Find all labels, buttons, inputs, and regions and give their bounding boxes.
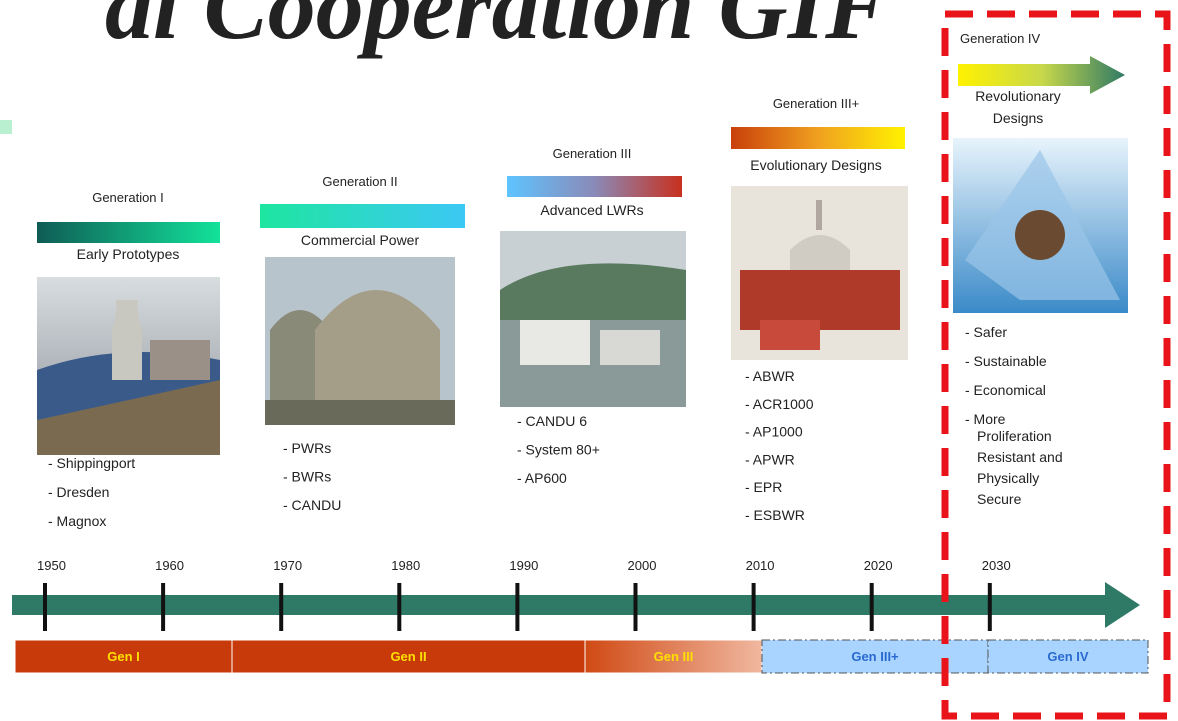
bullet: - AP600: [517, 470, 567, 486]
generation-subtitle: Evolutionary Designs: [750, 157, 882, 173]
bullet: - ESBWR: [745, 507, 805, 523]
decoration: [0, 120, 12, 134]
bullet: - Economical: [965, 382, 1046, 398]
year-label: 2020: [864, 558, 893, 573]
bullet: - Shippingport: [48, 455, 135, 471]
bullet-continuation: Secure: [977, 491, 1022, 507]
bullet: - BWRs: [283, 469, 331, 485]
generation-subtitle: Advanced LWRs: [540, 202, 643, 218]
plant-image: [953, 138, 1128, 313]
bullet-continuation: Physically: [977, 470, 1039, 486]
year-label: 2010: [746, 558, 775, 573]
bullet-continuation: Proliferation: [977, 428, 1052, 444]
year-label: 2000: [628, 558, 657, 573]
era-label: Gen III: [654, 649, 694, 664]
spacer: [1, 1, 2, 2]
bullet: - Sustainable: [965, 353, 1047, 369]
generation-bar: [731, 127, 905, 149]
year-tick: [397, 583, 401, 631]
year-label: 1990: [509, 558, 538, 573]
era-label: Gen II: [390, 649, 426, 664]
year-label: 1970: [273, 558, 302, 573]
bullet: - CANDU: [283, 497, 341, 513]
year-tick: [515, 583, 519, 631]
year-label: 1980: [391, 558, 420, 573]
year-tick: [988, 583, 992, 631]
year-label: 1950: [37, 558, 66, 573]
generation-label: Generation III+: [773, 96, 859, 111]
generation-label: Generation IV: [960, 31, 1041, 46]
bullet: - ABWR: [745, 368, 795, 384]
generation-bar: [260, 204, 465, 228]
generation-subtitle: Designs: [993, 110, 1044, 126]
bullet: - CANDU 6: [517, 413, 587, 429]
bullet: - AP1000: [745, 424, 803, 440]
generation-bar: [507, 176, 682, 197]
era-label: Gen IV: [1047, 649, 1089, 664]
generation-label: Generation III: [553, 146, 632, 161]
bullet: - Safer: [965, 324, 1007, 340]
title: al Cooperation GIF: [105, 0, 889, 59]
year-label: 2030: [982, 558, 1011, 573]
year-tick: [634, 583, 638, 631]
year-tick: [279, 583, 283, 631]
generation-subtitle: Revolutionary: [975, 88, 1061, 104]
generation-label: Generation I: [92, 190, 164, 205]
bullet: - EPR: [745, 479, 782, 495]
plant-image: [731, 186, 908, 360]
plant-image: [37, 277, 220, 455]
bullet: - Dresden: [48, 484, 109, 500]
plant-image: [500, 231, 686, 407]
era-label: Gen I: [107, 649, 140, 664]
bullet-continuation: Resistant and: [977, 449, 1063, 465]
year-tick: [752, 583, 756, 631]
year-label: 1960: [155, 558, 184, 573]
year-tick: [43, 583, 47, 631]
timeline-arrowhead: [1105, 582, 1140, 628]
bullet: - System 80+: [517, 442, 600, 458]
bullet: - Magnox: [48, 513, 106, 529]
bullet: - More: [965, 411, 1006, 427]
slide: al Cooperation GIF Generation I Early Pro…: [0, 0, 1178, 721]
year-tick: [161, 583, 165, 631]
era-label: Gen III+: [851, 649, 899, 664]
generation-label: Generation II: [322, 174, 397, 189]
generation-subtitle: Early Prototypes: [77, 246, 180, 262]
bullet: - ACR1000: [745, 396, 814, 412]
generation-subtitle: Commercial Power: [301, 232, 420, 248]
bullet: - PWRs: [283, 440, 331, 456]
bullet: - APWR: [745, 451, 795, 467]
year-tick: [870, 583, 874, 631]
generation-bar: [37, 222, 220, 243]
plant-image: [265, 257, 455, 425]
